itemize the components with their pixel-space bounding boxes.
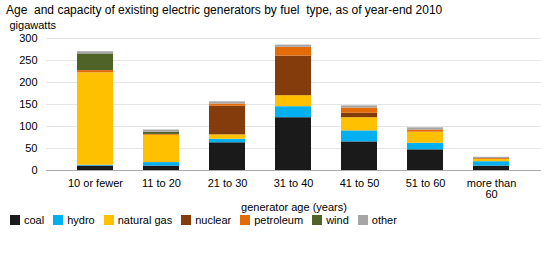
svg-text:100: 100 — [19, 120, 37, 132]
html-text:natural gas: natural gas — [117, 214, 173, 226]
svg-text:50: 50 — [25, 142, 37, 154]
html-text:coal: coal — [24, 214, 45, 226]
svg-text:250: 250 — [19, 54, 37, 66]
svg-text:0: 0 — [31, 164, 37, 176]
svg-text:150: 150 — [19, 98, 37, 110]
svg-text:11 to 20: 11 to 20 — [142, 177, 181, 189]
svg-text:300: 300 — [19, 32, 37, 44]
html-text:Age and capacity of existing e: Age and capacity of existing electric ge… — [6, 3, 443, 17]
svg-text:21 to 30: 21 to 30 — [208, 177, 248, 189]
html-text:petroleum: petroleum — [254, 214, 304, 226]
html-text:nuclear: nuclear — [195, 214, 232, 226]
svg-text:gigawatts: gigawatts — [10, 19, 57, 31]
svg-text:200: 200 — [19, 76, 37, 88]
svg-text:10 or fewer: 10 or fewer — [68, 177, 123, 189]
svg-text:41 to 50: 41 to 50 — [340, 177, 380, 189]
html-text:wind: wind — [326, 214, 349, 226]
svg-text:generator age (years): generator age (years) — [241, 201, 347, 213]
svg-text:31 to 40: 31 to 40 — [274, 177, 314, 189]
svg-text:51 to 60: 51 to 60 — [406, 177, 446, 189]
html-text:other: other — [371, 214, 397, 226]
html-text:hydro: hydro — [67, 214, 95, 226]
svg-text:more than60: more than60 — [467, 177, 517, 200]
